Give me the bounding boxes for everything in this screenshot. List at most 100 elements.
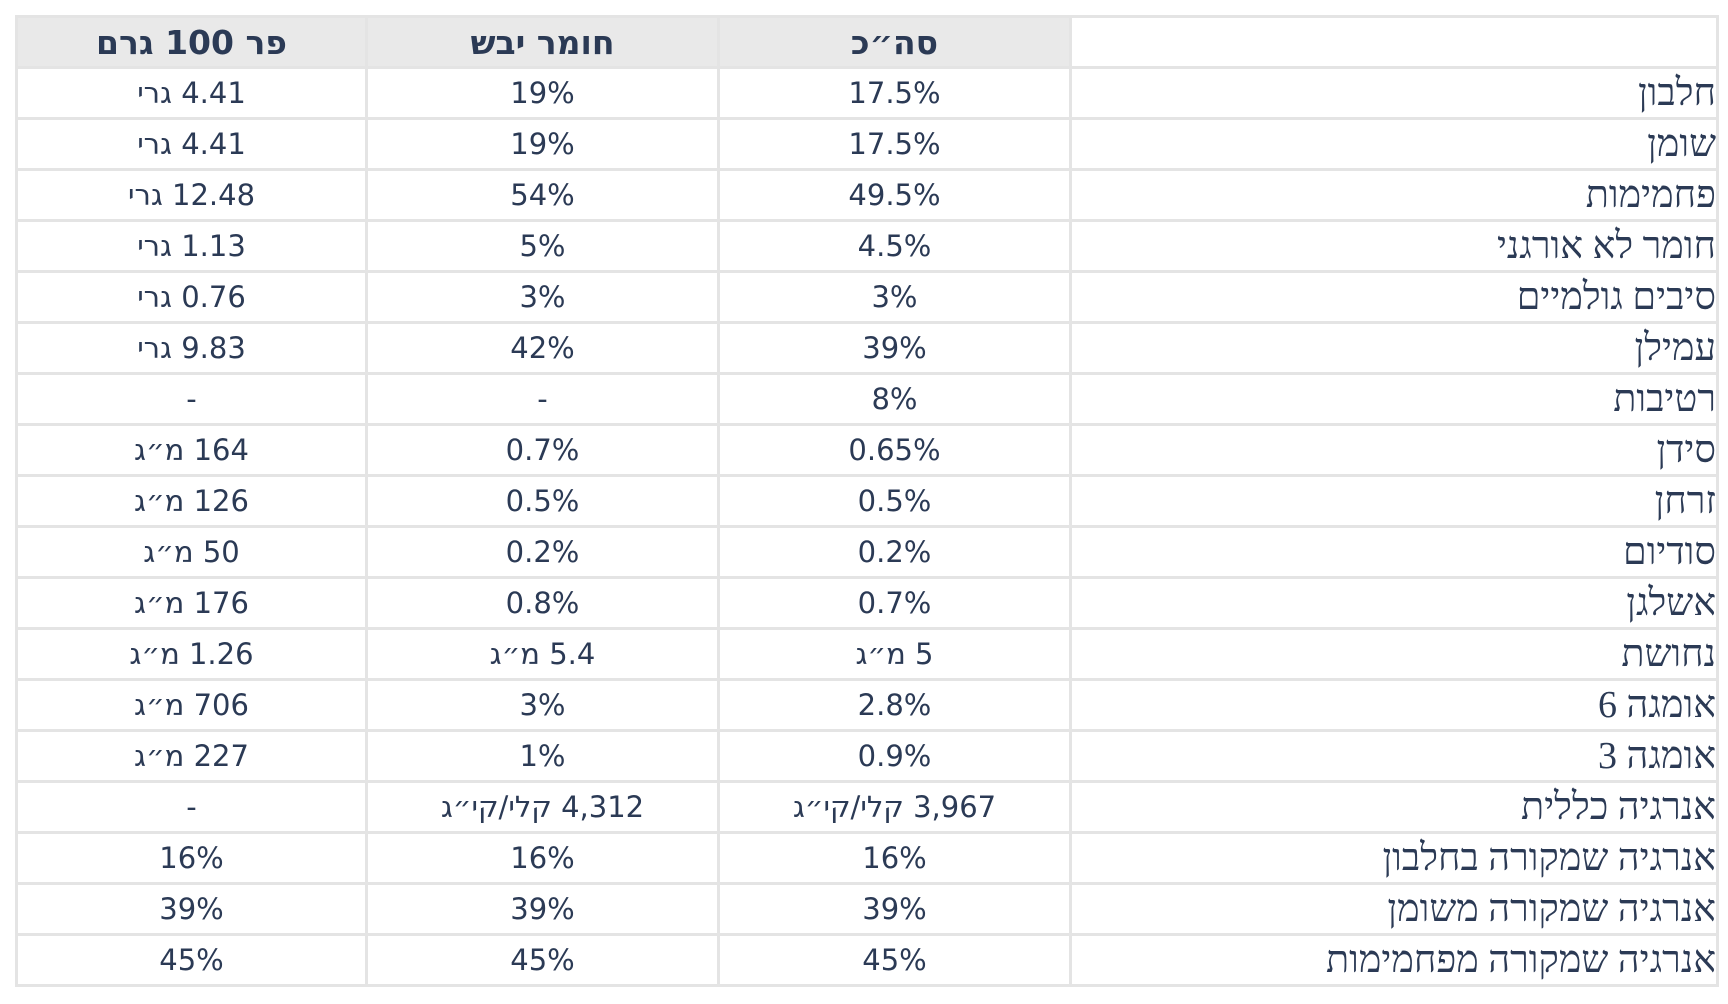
cell-dry-matter-text: 0.7% <box>505 433 580 467</box>
cell-total: 0.9% <box>717 729 1072 783</box>
cell-dry-matter-text: 45% <box>510 943 575 977</box>
row-label: סידן <box>1069 423 1719 477</box>
cell-total: 8% <box>717 372 1072 426</box>
column-header-total: סה״כ <box>717 15 1072 69</box>
row-label: אומגה 6 <box>1069 678 1719 732</box>
cell-dry-matter: 45% <box>365 933 720 987</box>
table-row: סיבים גולמיים 3% 3% 0.76 גרי <box>15 270 1719 324</box>
cell-dry-matter: 42% <box>365 321 720 375</box>
cell-per-100g-text: 164 מ״ג <box>134 433 249 467</box>
cell-per-100g-text: - <box>186 790 197 824</box>
cell-total-text: 16% <box>862 841 927 875</box>
cell-total: 0.65% <box>717 423 1072 477</box>
row-label: סיבים גולמיים <box>1069 270 1719 324</box>
table-row: שומן 17.5% 19% 4.41 גרי <box>15 117 1719 171</box>
cell-per-100g: 227 מ״ג <box>15 729 368 783</box>
row-label: נחושת <box>1069 627 1719 681</box>
cell-per-100g-text: - <box>186 382 197 416</box>
cell-dry-matter-text: 3% <box>519 688 566 722</box>
cell-dry-matter-text: 3% <box>519 280 566 314</box>
cell-dry-matter-text: 0.5% <box>505 484 580 518</box>
cell-total-text: 4.5% <box>857 229 932 263</box>
cell-dry-matter: 0.7% <box>365 423 720 477</box>
column-header-per-100g: פר 100 גרם <box>15 15 368 69</box>
cell-total: 17.5% <box>717 66 1072 120</box>
cell-dry-matter-text: 4,312 קלי/קי״ג <box>440 790 645 824</box>
cell-per-100g: 9.83 גרי <box>15 321 368 375</box>
cell-per-100g: 50 מ״ג <box>15 525 368 579</box>
cell-per-100g-text: 0.76 גרי <box>137 280 246 314</box>
cell-total-text: 49.5% <box>848 178 941 212</box>
cell-total-text: 2.8% <box>857 688 932 722</box>
cell-total: 16% <box>717 831 1072 885</box>
cell-total-text: 3,967 קלי/קי״ג <box>792 790 997 824</box>
cell-dry-matter-text: 42% <box>510 331 575 365</box>
cell-total-text: 39% <box>862 892 927 926</box>
table-row: רטיבות 8% - - <box>15 372 1719 426</box>
cell-dry-matter-text: 0.2% <box>505 535 580 569</box>
cell-dry-matter-text: 39% <box>510 892 575 926</box>
cell-per-100g: 0.76 גרי <box>15 270 368 324</box>
cell-total-text: 45% <box>862 943 927 977</box>
cell-dry-matter: 0.2% <box>365 525 720 579</box>
cell-dry-matter: 54% <box>365 168 720 222</box>
cell-dry-matter: 3% <box>365 678 720 732</box>
cell-total: 17.5% <box>717 117 1072 171</box>
cell-per-100g-text: 50 מ״ג <box>143 535 240 569</box>
cell-per-100g-text: 45% <box>159 943 224 977</box>
cell-per-100g-text: 176 מ״ג <box>134 586 249 620</box>
cell-per-100g: 4.41 גרי <box>15 66 368 120</box>
cell-total: 4.5% <box>717 219 1072 273</box>
cell-total-text: 3% <box>871 280 918 314</box>
cell-total-text: 5 מ״ג <box>855 637 934 671</box>
cell-per-100g-text: 1.13 גרי <box>137 229 246 263</box>
cell-dry-matter: 39% <box>365 882 720 936</box>
row-label: שומן <box>1069 117 1719 171</box>
cell-dry-matter: 19% <box>365 117 720 171</box>
cell-per-100g: - <box>15 372 368 426</box>
table-row: פחמימות 49.5% 54% 12.48 גרי <box>15 168 1719 222</box>
row-label: חומר לא אורגני <box>1069 219 1719 273</box>
cell-per-100g: 12.48 גרי <box>15 168 368 222</box>
cell-total: 0.7% <box>717 576 1072 630</box>
cell-total-text: 17.5% <box>848 76 941 110</box>
cell-total-text: 39% <box>862 331 927 365</box>
row-label: רטיבות <box>1069 372 1719 426</box>
row-label: אנרגיה כללית <box>1069 780 1719 834</box>
header-row: סה״כ חומר יבש פר 100 גרם <box>15 15 1719 69</box>
row-label: אנרגיה שמקורה בחלבון <box>1069 831 1719 885</box>
cell-dry-matter-text: 16% <box>510 841 575 875</box>
column-header-dry-matter: חומר יבש <box>365 15 720 69</box>
row-label: אשלגן <box>1069 576 1719 630</box>
table-body: חלבון 17.5% 19% 4.41 גרי שומן 17.5% 19% 4.41 גר… <box>15 66 1719 987</box>
cell-total-text: 0.65% <box>848 433 941 467</box>
cell-total-text: 0.2% <box>857 535 932 569</box>
cell-total: 3% <box>717 270 1072 324</box>
row-label: עמילן <box>1069 321 1719 375</box>
cell-per-100g: 1.13 גרי <box>15 219 368 273</box>
row-label: אנרגיה שמקורה מפחמימות <box>1069 933 1719 987</box>
cell-dry-matter: 1% <box>365 729 720 783</box>
cell-total-text: 17.5% <box>848 127 941 161</box>
cell-dry-matter-text: 1% <box>519 739 566 773</box>
table-row: אנרגיה שמקורה בחלבון 16% 16% 16% <box>15 831 1719 885</box>
cell-dry-matter: 16% <box>365 831 720 885</box>
cell-dry-matter: 5.4 מ״ג <box>365 627 720 681</box>
cell-total-text: 8% <box>871 382 918 416</box>
cell-total: 49.5% <box>717 168 1072 222</box>
cell-dry-matter: 0.8% <box>365 576 720 630</box>
table-row: אנרגיה כללית 3,967 קלי/קי״ג 4,312 קלי/קי״ג… <box>15 780 1719 834</box>
table-row: עמילן 39% 42% 9.83 גרי <box>15 321 1719 375</box>
cell-dry-matter-text: 0.8% <box>505 586 580 620</box>
row-label: פחמימות <box>1069 168 1719 222</box>
table-row: אנרגיה שמקורה מפחמימות 45% 45% 45% <box>15 933 1719 987</box>
row-label: זרחן <box>1069 474 1719 528</box>
cell-per-100g-text: 126 מ״ג <box>134 484 249 518</box>
cell-per-100g: 39% <box>15 882 368 936</box>
table-row: סודיום 0.2% 0.2% 50 מ״ג <box>15 525 1719 579</box>
cell-total-text: 0.7% <box>857 586 932 620</box>
cell-total: 2.8% <box>717 678 1072 732</box>
cell-per-100g-text: 4.41 גרי <box>137 127 246 161</box>
cell-per-100g-text: 227 מ״ג <box>134 739 249 773</box>
cell-dry-matter: - <box>365 372 720 426</box>
